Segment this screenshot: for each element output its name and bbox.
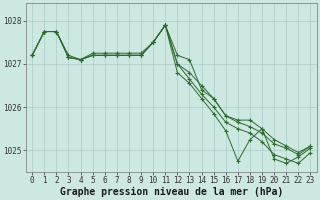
X-axis label: Graphe pression niveau de la mer (hPa): Graphe pression niveau de la mer (hPa) xyxy=(60,186,283,197)
